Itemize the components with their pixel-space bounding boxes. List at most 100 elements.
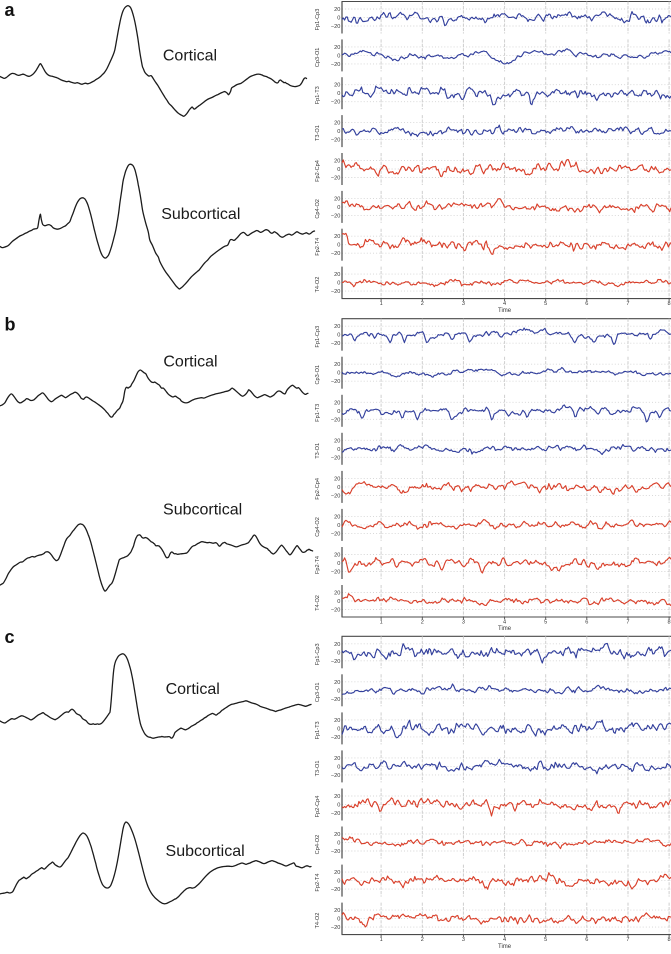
svg-text:Fp1-T3: Fp1-T3 bbox=[315, 721, 321, 739]
svg-text:0: 0 bbox=[337, 485, 340, 491]
svg-text:3: 3 bbox=[462, 619, 465, 625]
svg-text:5: 5 bbox=[544, 301, 547, 307]
svg-text:0: 0 bbox=[337, 333, 340, 339]
svg-text:20: 20 bbox=[334, 45, 340, 51]
svg-text:0: 0 bbox=[337, 802, 340, 808]
svg-text:−20: −20 bbox=[331, 925, 341, 931]
svg-text:Cp4-O2: Cp4-O2 bbox=[315, 199, 321, 219]
svg-text:Time: Time bbox=[498, 626, 512, 632]
svg-text:−20: −20 bbox=[331, 887, 341, 893]
svg-text:Fp2-Cp4: Fp2-Cp4 bbox=[315, 796, 321, 818]
svg-text:2: 2 bbox=[421, 619, 424, 625]
svg-text:T3-O1: T3-O1 bbox=[315, 125, 321, 141]
svg-text:−20: −20 bbox=[331, 735, 341, 741]
svg-text:20: 20 bbox=[334, 438, 340, 444]
svg-text:20: 20 bbox=[334, 908, 340, 914]
svg-text:−20: −20 bbox=[331, 493, 341, 499]
svg-text:Cortical: Cortical bbox=[163, 353, 217, 370]
svg-text:20: 20 bbox=[334, 514, 340, 520]
svg-text:0: 0 bbox=[337, 371, 340, 377]
svg-text:20: 20 bbox=[334, 718, 340, 724]
svg-text:Fp1-Cp3: Fp1-Cp3 bbox=[315, 9, 321, 31]
svg-text:5: 5 bbox=[544, 619, 547, 625]
svg-text:0: 0 bbox=[337, 91, 340, 97]
svg-text:0: 0 bbox=[337, 16, 340, 22]
svg-text:0: 0 bbox=[337, 650, 340, 656]
svg-text:7: 7 bbox=[626, 301, 629, 307]
svg-text:−20: −20 bbox=[331, 773, 341, 779]
svg-text:Cortical: Cortical bbox=[163, 48, 217, 65]
svg-text:8: 8 bbox=[668, 937, 671, 943]
svg-text:4: 4 bbox=[503, 937, 506, 943]
svg-text:Cp3-O1: Cp3-O1 bbox=[315, 48, 321, 68]
svg-text:2: 2 bbox=[421, 301, 424, 307]
svg-text:−20: −20 bbox=[331, 100, 341, 106]
svg-text:0: 0 bbox=[337, 726, 340, 732]
svg-text:6: 6 bbox=[585, 937, 588, 943]
svg-text:20: 20 bbox=[334, 362, 340, 368]
svg-text:Cortical: Cortical bbox=[166, 681, 220, 698]
svg-text:−20: −20 bbox=[331, 417, 341, 423]
svg-text:4: 4 bbox=[503, 619, 506, 625]
svg-text:20: 20 bbox=[334, 642, 340, 648]
svg-text:T3-O1: T3-O1 bbox=[315, 443, 321, 459]
svg-text:−20: −20 bbox=[331, 697, 341, 703]
svg-text:−20: −20 bbox=[331, 659, 341, 665]
svg-text:6: 6 bbox=[585, 619, 588, 625]
svg-text:−20: −20 bbox=[331, 811, 341, 817]
svg-text:0: 0 bbox=[337, 599, 340, 605]
svg-text:0: 0 bbox=[337, 205, 340, 211]
svg-text:Fp2-T4: Fp2-T4 bbox=[315, 556, 321, 574]
svg-text:−20: −20 bbox=[331, 849, 341, 855]
svg-text:6: 6 bbox=[585, 301, 588, 307]
svg-text:0: 0 bbox=[337, 129, 340, 135]
svg-text:20: 20 bbox=[334, 234, 340, 240]
svg-text:Subcortical: Subcortical bbox=[166, 843, 245, 860]
svg-text:20: 20 bbox=[334, 680, 340, 686]
svg-text:20: 20 bbox=[334, 272, 340, 278]
svg-text:−20: −20 bbox=[331, 569, 341, 575]
svg-text:20: 20 bbox=[334, 832, 340, 838]
svg-text:−20: −20 bbox=[331, 251, 341, 257]
svg-text:−20: −20 bbox=[331, 213, 341, 219]
svg-text:7: 7 bbox=[626, 937, 629, 943]
svg-text:Cp4-O2: Cp4-O2 bbox=[315, 835, 321, 855]
svg-text:7: 7 bbox=[626, 619, 629, 625]
svg-text:0: 0 bbox=[337, 447, 340, 453]
svg-text:20: 20 bbox=[334, 121, 340, 127]
svg-text:20: 20 bbox=[334, 870, 340, 876]
svg-text:0: 0 bbox=[337, 281, 340, 287]
svg-text:20: 20 bbox=[334, 591, 340, 597]
svg-text:−20: −20 bbox=[331, 175, 341, 181]
svg-text:20: 20 bbox=[334, 476, 340, 482]
svg-text:0: 0 bbox=[337, 53, 340, 59]
svg-text:20: 20 bbox=[334, 324, 340, 330]
svg-text:−20: −20 bbox=[331, 24, 341, 30]
svg-text:−20: −20 bbox=[331, 341, 341, 347]
svg-text:20: 20 bbox=[334, 7, 340, 13]
svg-text:0: 0 bbox=[337, 879, 340, 885]
svg-text:−20: −20 bbox=[331, 379, 341, 385]
svg-text:0: 0 bbox=[337, 561, 340, 567]
svg-text:20: 20 bbox=[334, 83, 340, 89]
svg-text:20: 20 bbox=[334, 756, 340, 762]
svg-text:20: 20 bbox=[334, 196, 340, 202]
svg-text:3: 3 bbox=[462, 301, 465, 307]
svg-text:0: 0 bbox=[337, 167, 340, 173]
svg-text:T4-O2: T4-O2 bbox=[315, 913, 321, 929]
svg-text:Cp3-O1: Cp3-O1 bbox=[315, 365, 321, 385]
svg-text:Fp1-Cp3: Fp1-Cp3 bbox=[315, 643, 321, 665]
svg-text:c: c bbox=[5, 627, 15, 647]
svg-text:Cp4-O2: Cp4-O2 bbox=[315, 517, 321, 537]
svg-text:20: 20 bbox=[334, 794, 340, 800]
svg-text:Fp1-T3: Fp1-T3 bbox=[315, 404, 321, 422]
svg-text:b: b bbox=[5, 315, 16, 335]
svg-text:20: 20 bbox=[334, 552, 340, 558]
svg-text:20: 20 bbox=[334, 158, 340, 164]
svg-text:0: 0 bbox=[337, 764, 340, 770]
svg-text:−20: −20 bbox=[331, 289, 341, 295]
svg-text:−20: −20 bbox=[331, 138, 341, 144]
svg-text:−20: −20 bbox=[331, 531, 341, 537]
svg-text:8: 8 bbox=[668, 301, 671, 307]
svg-text:1: 1 bbox=[380, 619, 383, 625]
